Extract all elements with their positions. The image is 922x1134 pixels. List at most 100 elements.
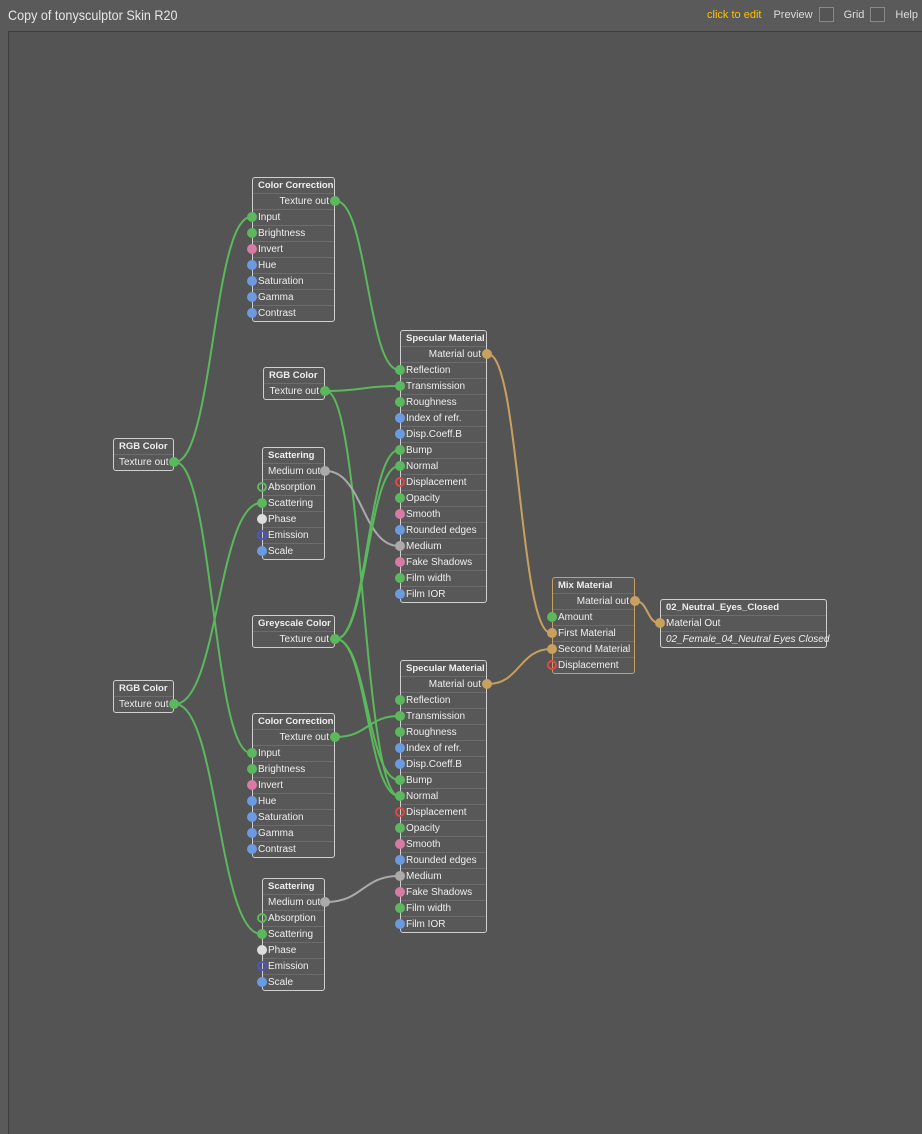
node-cc1[interactable]: Color Correction Texture out Input Brightne… [247, 177, 340, 322]
texture-socket-icon[interactable] [395, 397, 405, 407]
float-socket-icon[interactable] [247, 276, 257, 286]
texture-socket-icon[interactable] [395, 573, 405, 583]
input-label: Emission [268, 530, 309, 541]
displacement-socket-icon[interactable] [395, 477, 405, 487]
output-row: Texture out [253, 730, 340, 746]
material-socket-icon[interactable] [547, 628, 557, 638]
medium-socket-icon[interactable] [395, 871, 405, 881]
texture-socket-icon[interactable] [395, 823, 405, 833]
float-socket-icon[interactable] [247, 292, 257, 302]
float-socket-icon[interactable] [247, 796, 257, 806]
float-socket-icon[interactable] [395, 855, 405, 865]
texture-socket-icon[interactable] [247, 764, 257, 774]
displacement-socket-icon[interactable] [547, 660, 557, 670]
input-label: Rounded edges [406, 855, 477, 866]
node-rgbL1[interactable]: RGB Color Texture out [113, 438, 179, 471]
texture-socket-icon[interactable] [395, 711, 405, 721]
float-socket-icon[interactable] [395, 429, 405, 439]
medium-socket-icon[interactable] [395, 541, 405, 551]
node-rgbL2[interactable]: RGB Color Texture out [113, 680, 179, 713]
texture-socket-icon[interactable] [395, 727, 405, 737]
output-row: Texture out [253, 194, 340, 210]
node-cc2[interactable]: Color Correction Texture out Input Brightne… [247, 713, 340, 858]
medium-socket-icon[interactable] [320, 897, 330, 907]
texture-socket-icon[interactable] [257, 498, 267, 508]
input-label: Saturation [258, 812, 304, 823]
texture-socket-icon[interactable] [395, 381, 405, 391]
help-link[interactable]: Help [895, 8, 918, 21]
input-row: Absorption [257, 911, 324, 927]
node-scat1[interactable]: Scattering Medium out Absorption Scattering… [257, 447, 330, 560]
texture-socket-icon[interactable] [395, 493, 405, 503]
float-socket-icon[interactable] [257, 546, 267, 556]
texture-socket-icon[interactable] [169, 457, 179, 467]
node-title: 02_Neutral_Eyes_Closed [661, 600, 826, 616]
emission-socket-icon[interactable] [257, 961, 267, 971]
grid-checkbox[interactable] [870, 7, 886, 22]
node-mix[interactable]: Mix Material Material out Amount First Mate… [547, 577, 640, 674]
float-socket-icon[interactable] [395, 743, 405, 753]
node-spec1[interactable]: Specular Material Material out Reflection T… [395, 330, 492, 603]
int-socket-icon[interactable] [395, 887, 405, 897]
float-socket-icon[interactable] [395, 413, 405, 423]
texture-socket-icon[interactable] [330, 196, 340, 206]
input-label: Hue [258, 260, 277, 271]
click-to-edit-link[interactable]: click to edit [707, 8, 762, 21]
float-socket-icon[interactable] [395, 525, 405, 535]
float-socket-icon[interactable] [257, 977, 267, 987]
texture-socket-icon[interactable] [395, 365, 405, 375]
node-scat2[interactable]: Scattering Medium out Absorption Scattering… [257, 878, 330, 991]
texture-socket-icon[interactable] [247, 228, 257, 238]
int-socket-icon[interactable] [395, 509, 405, 519]
node-title: Color Correction [253, 178, 334, 194]
texture-socket-icon[interactable] [247, 212, 257, 222]
texture-socket-icon[interactable] [330, 634, 340, 644]
material-socket-icon[interactable] [630, 596, 640, 606]
input-label: Input [258, 748, 281, 759]
emission-socket-icon[interactable] [257, 530, 267, 540]
int-socket-icon[interactable] [247, 244, 257, 254]
float-socket-icon[interactable] [247, 844, 257, 854]
node-outnode[interactable]: 02_Neutral_Eyes_Closed Material Out 02_Fem… [655, 599, 829, 648]
medium-socket-icon[interactable] [320, 466, 330, 476]
float-socket-icon[interactable] [395, 759, 405, 769]
texture-socket-icon[interactable] [395, 461, 405, 471]
int-socket-icon[interactable] [395, 557, 405, 567]
material-socket-icon[interactable] [482, 349, 492, 359]
texture-socket-icon[interactable] [257, 929, 267, 939]
float-socket-icon[interactable] [395, 589, 405, 599]
material-socket-icon[interactable] [482, 679, 492, 689]
texture-socket-icon[interactable] [330, 732, 340, 742]
float-socket-icon[interactable] [247, 308, 257, 318]
float-socket-icon[interactable] [247, 812, 257, 822]
texture-socket-icon[interactable] [395, 791, 405, 801]
preview-checkbox[interactable] [818, 7, 834, 22]
white-socket-icon[interactable] [257, 514, 267, 524]
texture-socket-icon[interactable] [395, 903, 405, 913]
float-socket-icon[interactable] [247, 828, 257, 838]
texture-socket-icon[interactable] [395, 445, 405, 455]
texture-socket-icon[interactable] [320, 386, 330, 396]
float-socket-icon[interactable] [247, 260, 257, 270]
texture-socket-icon[interactable] [395, 695, 405, 705]
texture-hollow-socket-icon[interactable] [257, 482, 267, 492]
float-socket-icon[interactable] [395, 919, 405, 929]
preview-label: Preview [773, 8, 813, 21]
displacement-socket-icon[interactable] [395, 807, 405, 817]
input-label: Gamma [258, 292, 294, 303]
int-socket-icon[interactable] [247, 780, 257, 790]
texture-socket-icon[interactable] [169, 699, 179, 709]
texture-socket-icon[interactable] [547, 612, 557, 622]
node-rgb1[interactable]: RGB Color Texture out [263, 367, 330, 400]
white-socket-icon[interactable] [257, 945, 267, 955]
texture-socket-icon[interactable] [247, 748, 257, 758]
node-grey[interactable]: Greyscale Color Texture out [252, 615, 340, 648]
material-socket-icon[interactable] [547, 644, 557, 654]
node-spec2[interactable]: Specular Material Material out Reflection T… [395, 660, 492, 933]
input-label: Film IOR [406, 919, 446, 930]
material-socket-icon[interactable] [655, 618, 665, 628]
input-label: Scale [268, 546, 294, 557]
texture-hollow-socket-icon[interactable] [257, 913, 267, 923]
int-socket-icon[interactable] [395, 839, 405, 849]
texture-socket-icon[interactable] [395, 775, 405, 785]
